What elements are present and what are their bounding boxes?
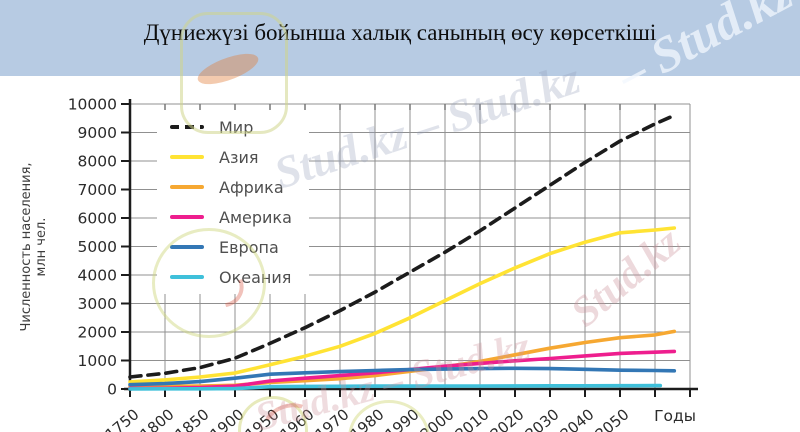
y-tick-label: 9000 (78, 124, 117, 142)
series-line-0 (128, 113, 677, 379)
legend-label-4: Европа (219, 237, 279, 257)
legend-swatch-3 (170, 215, 204, 219)
legend-item-1: Азия (157, 148, 309, 167)
y-tick-label: 1000 (78, 352, 117, 370)
page-title: Дүниежүзі бойынша халық санының өсу көрс… (143, 20, 657, 45)
legend-label-3: Америка (219, 207, 292, 227)
legend-swatch-4 (170, 245, 204, 249)
y-tick-label: 4000 (78, 267, 117, 285)
x-tick-label: 2050 (592, 405, 633, 432)
header-band (0, 0, 800, 76)
x-tick-label: 1970 (312, 405, 353, 432)
x-tick-label: 2000 (417, 405, 458, 432)
legend-item-0: Мир (157, 118, 309, 137)
legend-label-2: Африка (219, 177, 284, 197)
x-tick-label: 1980 (347, 405, 388, 432)
series-line-5 (128, 383, 663, 391)
x-tick-label: 1750 (102, 405, 143, 432)
y-tick-label: 5000 (78, 238, 117, 256)
x-tick-label: 2020 (487, 405, 528, 432)
x-tick-label: 2030 (522, 405, 563, 432)
legend-label-1: Азия (219, 147, 259, 167)
x-tick-label: 1850 (172, 405, 213, 432)
x-tick-labels: 1750180018501900195019601970198019902000… (102, 405, 633, 432)
x-tick-label: 1990 (382, 405, 423, 432)
legend-swatch-1 (170, 155, 204, 159)
y-tick-labels: 0 1000 2000 3000 4000 5000 6000 7000 8000 9000 100… (68, 96, 117, 399)
y-tick-label: 8000 (78, 153, 117, 171)
top-ticks (164, 104, 656, 110)
legend-swatch-5 (170, 275, 204, 279)
legend-label-5: Океания (219, 267, 292, 287)
x-tick-label: 2040 (557, 405, 598, 432)
series-line-1 (128, 226, 677, 384)
x-tick-label: 1900 (207, 405, 248, 432)
y-tick-label: 2000 (78, 324, 117, 342)
y-tick-label: 3000 (78, 295, 117, 313)
svg-text:Численность населения,млн чел.: Численность населения,млн чел. (19, 162, 49, 331)
y-tick-label: 0 (107, 381, 117, 399)
y-tick-label: 7000 (78, 181, 117, 199)
y-tick-label: 6000 (78, 210, 117, 228)
legend-swatch-2 (170, 185, 204, 189)
y-tick-label: 10000 (68, 96, 117, 114)
x-tick-label: 1960 (277, 405, 318, 432)
legend-item-3: Америка (157, 208, 309, 227)
axis-ticks (121, 103, 691, 397)
x-axis-title: Годы (654, 407, 696, 425)
x-tick-label: 1950 (242, 405, 283, 432)
chart-legend: Мир Азия Африка Америка Европа Океания (157, 110, 309, 294)
legend-item-4: Европа (157, 238, 309, 257)
legend-label-0: Мир (219, 117, 254, 137)
legend-item-5: Океания (157, 268, 309, 287)
legend-item-2: Африка (157, 178, 309, 197)
x-tick-label: 2010 (452, 405, 493, 432)
x-tick-label: 1800 (137, 405, 178, 432)
legend-swatch-0 (170, 125, 204, 129)
y-axis-title: Численность населения,млн чел. (19, 162, 49, 331)
series-line-4 (128, 366, 677, 387)
series-line-2 (128, 329, 677, 389)
